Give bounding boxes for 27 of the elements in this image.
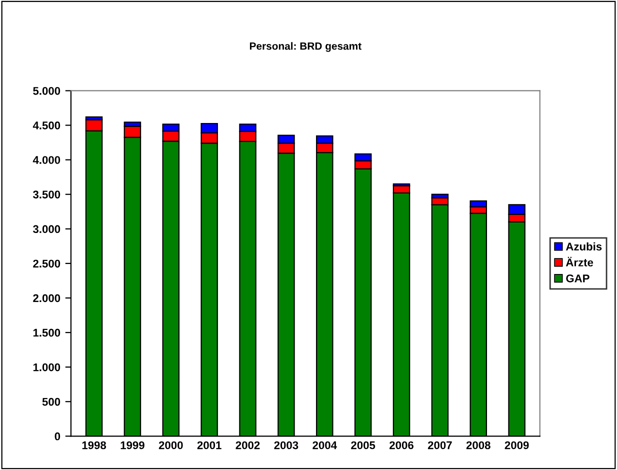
- chart-title: Personal: BRD gesamt: [250, 42, 362, 52]
- x-tick-label: 2003: [274, 441, 298, 450]
- legend-label: Ärzte: [566, 256, 594, 266]
- y-tick-label: 4.500: [32, 122, 60, 130]
- x-tick-label: 2008: [466, 441, 490, 450]
- x-tick-label: 2001: [197, 441, 222, 450]
- x-tick-label: 2002: [236, 441, 260, 450]
- x-tick-label: 2000: [158, 441, 183, 450]
- x-tick-label: 2005: [351, 441, 376, 450]
- legend-label: Azubis: [566, 242, 602, 251]
- y-tick-label: 3.000: [32, 225, 60, 234]
- y-tick-label: 4.000: [32, 156, 60, 164]
- x-tick-label: 2004: [312, 441, 337, 450]
- x-tick-label: 2007: [428, 441, 452, 450]
- y-tick-label: 1.000: [33, 363, 60, 372]
- y-tick-label: 3.500: [32, 190, 60, 198]
- legend-label: GAP: [566, 274, 590, 282]
- x-tick-label: 2006: [390, 441, 414, 450]
- x-tick-label: 1999: [120, 441, 144, 450]
- y-tick-label: 2.000: [33, 294, 60, 302]
- y-tick-label: 5.000: [33, 86, 60, 95]
- y-tick-label: 2.500: [33, 260, 60, 268]
- x-tick-label: 2009: [504, 441, 529, 450]
- y-tick-label: 1.500: [33, 328, 60, 337]
- y-tick-label: 500: [42, 398, 60, 406]
- x-tick-label: 1998: [82, 441, 106, 450]
- y-tick-label: 0: [54, 432, 60, 440]
